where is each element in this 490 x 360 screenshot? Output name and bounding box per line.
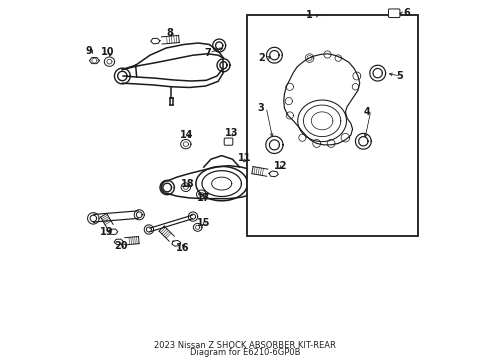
FancyBboxPatch shape [389, 9, 400, 18]
Polygon shape [370, 65, 386, 81]
Text: 15: 15 [197, 218, 211, 228]
Text: 17: 17 [197, 193, 211, 203]
Text: 18: 18 [181, 179, 195, 189]
Text: 10: 10 [101, 47, 115, 57]
Text: 4: 4 [364, 107, 370, 117]
FancyBboxPatch shape [224, 138, 233, 145]
Polygon shape [89, 58, 99, 64]
Text: 11: 11 [238, 153, 252, 163]
Polygon shape [267, 47, 282, 63]
Text: 5: 5 [396, 71, 403, 81]
Text: 12: 12 [274, 161, 288, 171]
Bar [247, 15, 418, 235]
Polygon shape [355, 134, 371, 149]
Polygon shape [188, 212, 197, 221]
Polygon shape [151, 38, 160, 44]
Text: Diagram for E6210-6GP0B: Diagram for E6210-6GP0B [190, 348, 300, 357]
Polygon shape [266, 136, 283, 153]
Text: 14: 14 [180, 130, 194, 140]
Text: 19: 19 [100, 227, 114, 237]
Polygon shape [109, 229, 118, 234]
Polygon shape [88, 213, 99, 224]
Polygon shape [261, 178, 270, 187]
Text: 2: 2 [258, 53, 265, 63]
Text: 2023 Nissan Z SHOCK ABSORBER KIT-REAR: 2023 Nissan Z SHOCK ABSORBER KIT-REAR [154, 341, 336, 350]
Text: 9: 9 [86, 46, 93, 56]
Text: 20: 20 [115, 241, 128, 251]
Polygon shape [160, 180, 174, 195]
Text: 13: 13 [224, 129, 238, 138]
Polygon shape [213, 39, 225, 52]
Polygon shape [115, 68, 130, 84]
Polygon shape [134, 210, 144, 220]
Text: 16: 16 [175, 243, 189, 253]
Polygon shape [269, 171, 278, 177]
Polygon shape [172, 240, 181, 246]
Text: 7: 7 [204, 48, 211, 58]
Polygon shape [144, 225, 153, 234]
Text: 3: 3 [258, 103, 265, 113]
Text: 1: 1 [306, 10, 313, 20]
Polygon shape [217, 59, 230, 72]
Polygon shape [114, 239, 123, 244]
Text: 6: 6 [403, 8, 410, 18]
Text: 8: 8 [166, 28, 173, 38]
